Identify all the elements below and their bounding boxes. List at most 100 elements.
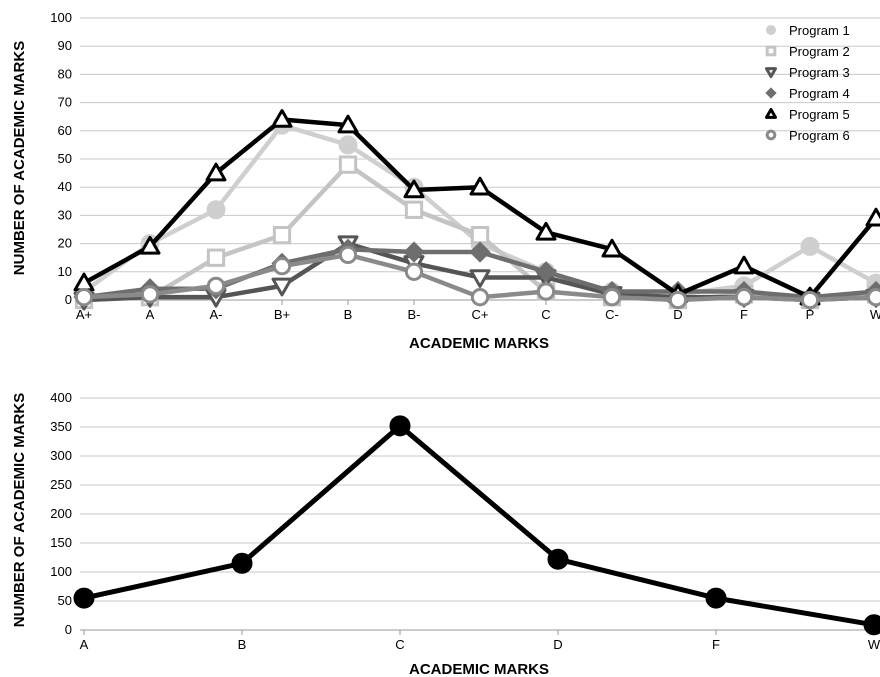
data-point-c-minus <box>601 238 623 258</box>
y-tick-label: 70 <box>58 95 72 110</box>
y-tick-label: 0 <box>65 622 72 637</box>
series-1-line <box>81 122 879 297</box>
legend-marker <box>765 129 777 141</box>
y-tick-label: 200 <box>50 506 72 521</box>
top-line-chart: 0 10 20 30 40 50 60 70 80 90 100 A+ A A- B+ B B- C+ C C- D F… <box>11 10 880 352</box>
x-tick-label-p: P <box>806 307 815 322</box>
y-tick-label: 100 <box>50 564 72 579</box>
x-tick-label-b-plus: B+ <box>274 307 290 322</box>
x-tick-label-f: F <box>712 637 720 652</box>
data-point-p <box>800 290 820 310</box>
legend-label: Program 1 <box>789 23 850 38</box>
data-point-b <box>337 114 359 134</box>
data-point-f <box>733 255 755 275</box>
x-tick-label-c-plus: C+ <box>472 307 489 322</box>
data-point-c <box>536 282 556 301</box>
data-point-b-minus <box>404 200 424 219</box>
data-point-a-minus <box>206 248 226 267</box>
data-point-c-plus <box>469 269 491 288</box>
data-point-c-plus <box>470 288 490 307</box>
y-tick-label: 50 <box>58 151 72 166</box>
data-point-w <box>866 288 880 307</box>
legend-item-4: Program 4 <box>765 86 850 101</box>
data-point-b <box>231 552 253 574</box>
top-chart-x-axis-title: ACADEMIC MARKS <box>409 335 549 352</box>
y-tick-label: 50 <box>58 593 72 608</box>
data-point-b <box>338 245 358 265</box>
bottom-chart-series <box>73 415 880 636</box>
bottom-chart-x-axis-title: ACADEMIC MARKS <box>409 661 549 677</box>
data-point-b-minus <box>404 262 424 281</box>
y-tick-label: 40 <box>58 179 72 194</box>
legend-marker <box>765 45 777 57</box>
series-5 <box>73 109 880 306</box>
data-point-b <box>338 135 358 155</box>
y-tick-label: 0 <box>65 292 72 307</box>
series-6 <box>74 245 880 310</box>
data-point-a-minus <box>205 162 227 182</box>
data-point-d <box>547 548 569 570</box>
series-1 <box>73 415 880 636</box>
top-chart-y-ticks: 0 10 20 30 40 50 60 70 80 90 100 <box>50 10 72 307</box>
data-point-a-plus <box>74 288 94 307</box>
data-point-a-minus <box>206 200 226 220</box>
x-tick-label-d: D <box>673 307 682 322</box>
legend-item-5: Program 5 <box>765 107 850 122</box>
data-point-f <box>705 587 727 609</box>
y-tick-label: 250 <box>50 477 72 492</box>
data-point-a <box>73 587 95 609</box>
data-point-c-plus <box>469 176 491 196</box>
y-tick-label: 400 <box>50 390 72 405</box>
data-point-b-plus <box>271 277 293 297</box>
data-point-c <box>535 221 557 241</box>
data-point-b <box>338 155 358 174</box>
data-point-d <box>668 290 688 310</box>
y-tick-label: 20 <box>58 236 72 251</box>
x-tick-label-b: B <box>238 637 247 652</box>
data-point-c-minus <box>602 288 622 307</box>
data-point-b-minus <box>403 241 425 263</box>
data-point-a-minus <box>206 276 226 296</box>
top-chart-y-axis-title: NUMBER OF ACADEMIC MARKS <box>11 41 28 275</box>
legend-label: Program 6 <box>789 128 850 143</box>
x-tick-label-c-minus: C- <box>605 307 619 322</box>
y-tick-label: 80 <box>58 66 72 81</box>
legend-item-2: Program 2 <box>765 44 850 59</box>
legend-label: Program 4 <box>789 86 850 101</box>
series-1-line <box>81 423 877 628</box>
legend-label: Program 2 <box>789 44 850 59</box>
x-tick-label-c: C <box>541 307 550 322</box>
x-tick-label-a: A <box>80 637 89 652</box>
legend-marker <box>765 108 777 119</box>
data-point-c <box>389 415 411 437</box>
x-tick-label-d: D <box>553 637 562 652</box>
bottom-chart-gridlines <box>80 397 880 631</box>
bottom-line-chart: 0 50 100 150 200 250 300 350 400 A B C D F W ACADEMIC… <box>11 390 880 677</box>
y-tick-label: 10 <box>58 264 72 279</box>
top-chart-x-ticks: A+ A A- B+ B B- C+ C C- D F P W <box>76 300 880 322</box>
data-point-w <box>865 207 880 227</box>
legend-marker <box>765 87 777 99</box>
y-tick-label: 90 <box>58 38 72 53</box>
data-point-f <box>734 288 754 307</box>
data-point-c-plus <box>470 225 490 245</box>
y-tick-label: 100 <box>50 10 72 25</box>
data-point-a <box>140 285 160 304</box>
x-tick-label-a-minus: A- <box>210 307 223 322</box>
data-point-c-plus <box>469 241 491 263</box>
data-point-b-plus <box>272 257 292 276</box>
data-point-w <box>863 614 880 636</box>
legend-label: Program 5 <box>789 107 850 122</box>
x-tick-label-w: W <box>870 307 880 322</box>
legend-marker <box>766 25 776 35</box>
legend-label: Program 3 <box>789 65 850 80</box>
x-tick-label-w: W <box>868 637 880 652</box>
data-point-b-plus <box>271 109 293 128</box>
x-tick-label-a-plus: A+ <box>76 307 92 322</box>
y-tick-label: 350 <box>50 419 72 434</box>
legend-item-6: Program 6 <box>765 128 850 143</box>
data-point-b-minus <box>403 179 425 199</box>
data-point-c <box>535 261 557 283</box>
legend-marker <box>765 67 777 78</box>
